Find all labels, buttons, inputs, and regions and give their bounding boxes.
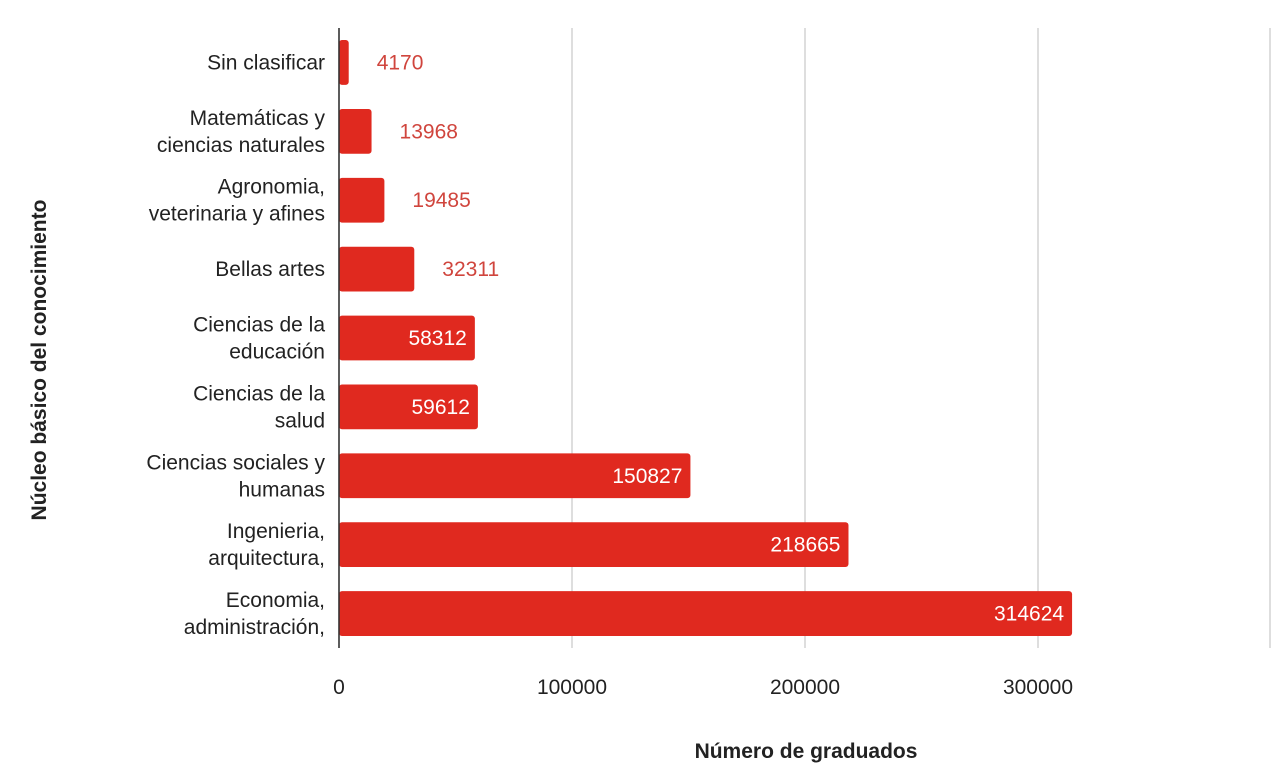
bar [339,177,385,223]
category-label: Matemáticas y ciencias naturales [157,107,326,157]
bar [339,315,475,361]
data-label: 218665 [770,534,840,557]
category-label: Economia, administración, [184,589,325,639]
data-label: 19485 [412,189,470,212]
bar [339,384,478,430]
category-labels: Sin clasificar Matemáticas y ciencias natu… [146,51,325,639]
bar [339,108,372,154]
x-tick-label: 0 [333,676,345,699]
data-label: 58312 [408,327,466,350]
bar [339,591,1073,636]
data-label: 13968 [400,120,458,143]
y-axis-title: Núcleo básico del conocimiento [28,200,51,521]
bars: 4170 13968 19485 32311 58312 59612 150827 21866… [339,40,1073,636]
bar [339,246,415,292]
category-label: Ciencias sociales y humanas [146,451,325,501]
category-label: Bellas artes [215,258,325,281]
category-label: Sin clasificar [207,51,325,74]
category-label: Ciencias de la salud [193,382,325,432]
x-tick-labels: 0 100000 200000 300000 [333,676,1073,699]
data-label: 150827 [612,465,682,488]
category-label: Ingenieria, arquitectura, [208,520,325,570]
x-tick-label: 300000 [1003,676,1073,699]
x-tick-label: 200000 [770,676,840,699]
data-label: 4170 [377,51,424,74]
data-label: 59612 [411,396,469,419]
category-label: Ciencias de la educación [193,314,325,364]
bar [339,40,349,85]
category-label: Agronomia, veterinaria y afines [149,176,325,226]
bar [339,522,849,568]
x-tick-label: 100000 [537,676,607,699]
data-label: 32311 [442,258,499,281]
x-axis-title: Número de graduados [695,740,918,763]
bar [339,453,691,499]
data-label: 314624 [994,603,1064,626]
